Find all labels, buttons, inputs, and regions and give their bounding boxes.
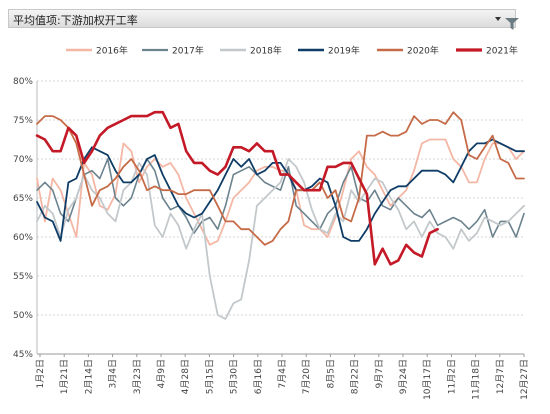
x-tick-label: 10月17日 [422,359,433,400]
legend-label: 2019年 [328,45,360,57]
legend-label: 2016年 [96,45,128,57]
x-tick-label: 9月7日 [374,359,385,388]
series-line [36,158,525,320]
x-tick-label: 4月28日 [180,359,191,394]
y-tick-label: 75% [13,116,33,126]
x-tick-label: 5月15日 [204,359,215,394]
filter-icon[interactable] [505,18,519,30]
y-tick-label: 60% [13,233,33,243]
x-tick-label: 4月9日 [156,359,167,388]
chart-legend: 2016年 2017年 2018年 2019年 2020年 2021年 [66,45,518,57]
chart-header-bar: 平均值项:下游加权开工率 [8,9,519,30]
x-tick-label: 9月24日 [398,359,409,394]
x-tick-label: 8月22日 [350,359,361,394]
x-tick-label: 5月30日 [229,359,240,394]
x-tick-label: 12月27日 [519,359,530,400]
chevron-down-icon[interactable] [495,17,501,21]
x-tick-label: 3月23日 [132,359,143,394]
series-lines [35,110,525,320]
y-tick-label: 50% [13,311,33,321]
y-tick-label: 65% [13,194,33,204]
y-tick-label: 45% [13,350,33,360]
y-tick-label: 55% [13,272,33,282]
x-tick-label: 7月20日 [301,359,312,394]
legend-label: 2018年 [250,45,282,57]
legend-label: 2021年 [486,45,518,57]
x-tick-label: 1月21日 [59,359,70,394]
series-line [36,158,525,238]
legend-label: 2020年 [407,45,439,57]
x-tick-label: 6月16日 [253,359,264,394]
series-line [36,111,525,246]
x-tick-label: 2月14日 [83,359,94,394]
series-line [35,110,439,266]
x-tick-label: 3月4日 [108,359,119,388]
y-axis: 45% 50% 55% 60% 65% 70% 75% 80% [13,77,38,360]
x-tick-label: 8月5日 [325,359,336,388]
x-tick-label: 1月2日 [35,359,46,388]
y-gridlines [37,80,524,355]
field-title: 平均值项:下游加权开工率 [13,14,138,27]
legend-label: 2017年 [172,45,204,57]
y-tick-label: 70% [13,155,33,165]
x-axis: 1月2日 1月21日 2月14日 3月4日 3月23日 4月9日 4月28日 5月15日 5月3… [35,353,530,400]
x-tick-label: 11月18日 [471,359,482,400]
y-tick-label: 80% [13,77,33,87]
x-tick-label: 12月7日 [495,359,506,394]
x-tick-label: 11月2日 [446,359,457,394]
x-tick-label: 7月4日 [277,359,288,388]
